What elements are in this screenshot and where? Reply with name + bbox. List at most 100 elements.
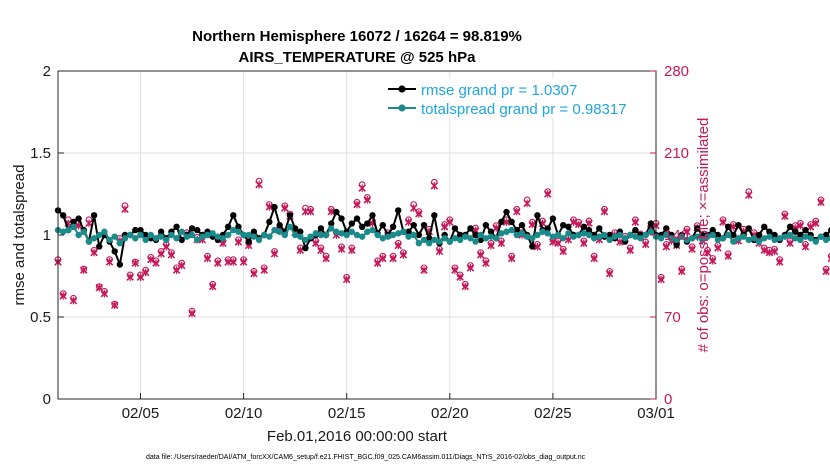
totalspread-point <box>611 233 618 240</box>
totalspread-point <box>699 236 706 244</box>
obs-possible-marker <box>771 245 778 253</box>
x-tick-label: 02/15 <box>328 405 366 422</box>
totalspread-point <box>297 233 304 240</box>
obs-possible-marker <box>126 271 134 279</box>
obs-possible-marker <box>80 265 88 273</box>
rmse-point <box>735 221 742 229</box>
y-tick-label: 1.5 <box>30 145 51 162</box>
totalspread-point <box>745 236 752 244</box>
y2-tick-label: 140 <box>664 227 689 244</box>
legend-rmse-label: rmse grand pr = 1.0307 <box>421 82 577 99</box>
totalspread-point <box>518 230 526 237</box>
totalspread-point <box>642 231 649 239</box>
totalspread-point <box>786 231 794 239</box>
totalspread-point <box>142 236 149 244</box>
obs-possible-marker <box>358 181 366 188</box>
totalspread-point <box>616 231 624 239</box>
rmse-point <box>544 225 551 232</box>
y-tick-label: 0 <box>43 391 51 408</box>
legend-totalspread-marker <box>398 104 406 112</box>
obs-possible-marker <box>626 244 634 252</box>
obs-possible-marker <box>173 264 180 272</box>
rmse-point <box>487 228 495 235</box>
chart-title-line-2: AIRS_TEMPERATURE @ 525 hPa <box>239 49 477 66</box>
obs-possible-marker <box>95 283 103 290</box>
rmse-point <box>420 221 428 229</box>
totalspread-point <box>178 228 185 235</box>
totalspread-point <box>276 228 283 235</box>
obs-possible-marker <box>250 267 258 275</box>
rmse-point <box>724 223 732 230</box>
x-axis-label: Feb.01,2016 00:00:00 start <box>267 428 448 445</box>
totalspread-point <box>467 235 474 242</box>
obs-possible-marker <box>446 216 454 224</box>
obs-possible-marker <box>374 257 381 265</box>
obs-possible-marker <box>776 256 784 263</box>
rmse-point <box>632 226 639 234</box>
totalspread-point <box>137 231 144 239</box>
totalspread-point <box>709 231 716 239</box>
rmse-point <box>266 218 273 226</box>
obs-possible-marker <box>137 271 144 279</box>
totalspread-point <box>755 238 763 245</box>
obs-possible-marker <box>451 264 459 272</box>
totalspread-point <box>111 233 118 240</box>
totalspread-point <box>750 235 758 242</box>
obs-possible-marker <box>606 267 613 275</box>
obs-possible-marker <box>101 287 108 295</box>
obs-possible-marker <box>678 265 686 273</box>
rmse-point <box>797 231 804 239</box>
rmse-point <box>766 228 773 235</box>
rmse-point <box>245 238 252 245</box>
rmse-point <box>317 225 325 232</box>
totalspread-point <box>358 233 366 240</box>
obs-possible-marker <box>152 257 160 265</box>
obs-possible-marker <box>85 216 93 224</box>
obs-possible-marker <box>585 217 593 225</box>
obs-possible-marker <box>209 280 217 288</box>
y-tick-labels: 0 0.5 1 1.5 2 <box>30 63 51 408</box>
totalspread-point <box>152 235 160 242</box>
obs-possible-marker <box>178 259 186 267</box>
x-tick-label: 03/01 <box>637 405 675 422</box>
totalspread-point <box>395 230 402 237</box>
totalspread-point <box>338 230 345 237</box>
rmse-point <box>560 221 567 229</box>
totalspread-point <box>761 235 768 242</box>
totalspread-point <box>266 233 273 240</box>
totalspread-point <box>822 236 830 244</box>
totalspread-point <box>575 231 582 239</box>
totalspread-point <box>157 233 165 240</box>
obs-possible-marker <box>271 248 278 255</box>
totalspread-point <box>781 233 789 240</box>
totalspread-point <box>817 233 825 240</box>
totalspread-point <box>606 236 613 244</box>
rmse-point <box>456 231 464 239</box>
totalspread-point <box>647 228 655 235</box>
obs-possible-marker <box>657 273 665 281</box>
totalspread-point <box>446 238 453 245</box>
rmse-point <box>369 212 376 219</box>
totalspread-point <box>513 231 521 239</box>
rmse-point <box>405 228 412 235</box>
obs-x-stroke <box>827 258 830 263</box>
obs-possible-marker <box>482 257 490 265</box>
totalspread-point <box>250 233 258 240</box>
totalspread-point <box>740 233 747 240</box>
x-tick-label: 02/10 <box>225 405 263 422</box>
totalspread-point <box>328 225 335 232</box>
totalspread-point <box>163 236 170 244</box>
totalspread-point <box>668 235 675 242</box>
rmse-point <box>59 212 67 219</box>
obs-possible-marker <box>796 219 804 227</box>
obs-possible-marker <box>168 249 175 256</box>
y2-tick-labels: 0 70 140 210 280 <box>664 63 689 408</box>
totalspread-point <box>420 236 428 244</box>
rmse-point <box>142 231 149 239</box>
obs-possible-marker <box>662 241 670 248</box>
obs-possible-marker <box>544 188 552 196</box>
y2-tick-label: 70 <box>664 309 681 326</box>
totalspread-point <box>261 231 268 239</box>
x-tick-labels: 02/05 02/10 02/15 02/20 02/25 03/01 <box>122 405 675 422</box>
rmse-point <box>771 231 778 239</box>
